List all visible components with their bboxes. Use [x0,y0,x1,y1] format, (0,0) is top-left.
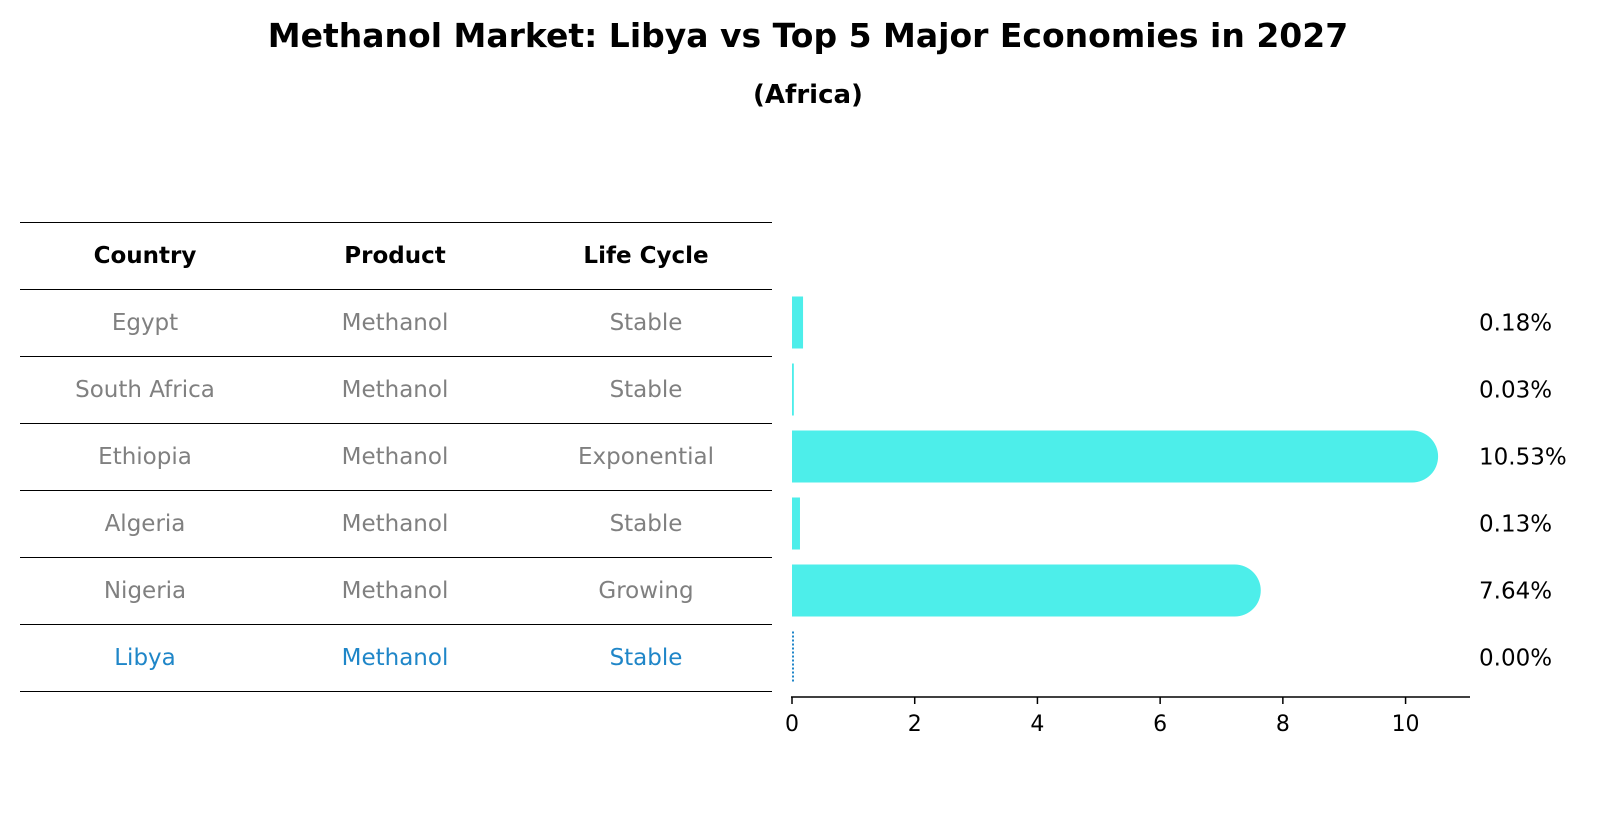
table-rule [20,222,772,223]
table-cell-country: Nigeria [103,577,187,604]
table-cell-product: Methanol [341,376,449,403]
table-rule [20,557,772,558]
chart-subtitle: (Africa) [753,80,863,110]
value-label: 10.53% [1479,445,1567,471]
table-cell-life-cycle: Stable [609,644,683,671]
table-cell-product: Methanol [341,577,449,604]
bar-egypt [792,296,804,349]
table-header-cell: Product [344,242,446,269]
table-cell-life-cycle: Stable [609,309,683,336]
table-rule [20,490,772,491]
table-cell-life-cycle: Exponential [577,443,714,470]
table-cell-life-cycle: Stable [609,376,683,403]
chart-title: Methanol Market: Libya vs Top 5 Major Ec… [267,16,1349,55]
x-tick-label: 2 [908,712,922,737]
value-label: 0.03% [1479,378,1552,404]
table-header-cell: Life Cycle [583,242,709,269]
bar-nigeria [792,564,1261,617]
table-cell-country: Ethiopia [98,443,192,470]
table-cell-life-cycle: Stable [609,510,683,537]
table-rule [20,691,772,692]
table-rule [20,624,772,625]
table-cell-life-cycle: Growing [598,577,694,604]
table-cell-country: South Africa [75,376,215,403]
table-cell-country: Egypt [111,309,179,336]
x-tick-label: 0 [785,712,799,737]
x-tick-label: 8 [1276,712,1290,737]
x-tick-label: 10 [1392,712,1420,737]
table-cell-country: Algeria [104,510,186,537]
value-label: 0.13% [1479,512,1552,538]
bar-ethiopia [792,430,1439,483]
table-rule [20,356,772,357]
value-label: 0.18% [1479,311,1552,337]
table-header-cell: Country [93,242,197,269]
bar-south-africa [792,363,794,416]
table-rule [20,423,772,424]
table-cell-product: Methanol [341,309,449,336]
value-label: 0.00% [1479,646,1552,672]
bar-algeria [792,497,800,550]
table-cell-product: Methanol [341,510,449,537]
x-tick-label: 6 [1153,712,1167,737]
table-cell-product: Methanol [341,644,449,671]
table-cell-country: Libya [114,644,176,671]
table-rule [20,289,772,290]
table-cell-product: Methanol [341,443,449,470]
x-tick-label: 4 [1030,712,1044,737]
value-label: 7.64% [1479,579,1552,605]
